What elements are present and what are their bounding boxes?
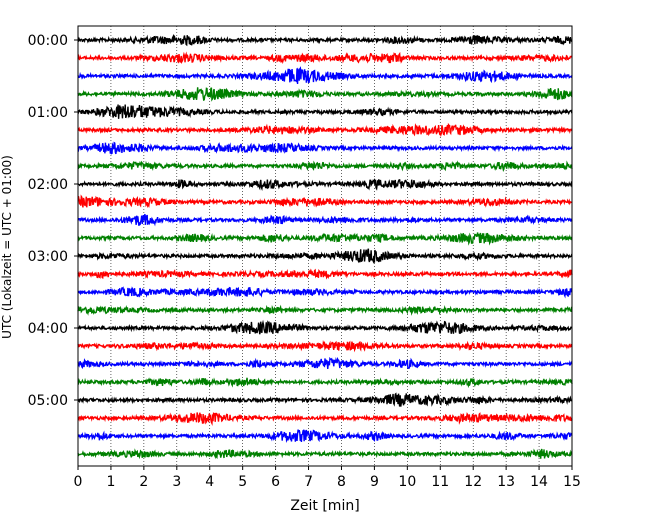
trace-0100 — [77, 104, 573, 119]
y-tick-label: 04:00 — [28, 321, 68, 337]
x-tick-label: 0 — [74, 474, 83, 490]
x-axis-label: Zeit [min] — [290, 498, 359, 514]
x-tick-label: 6 — [271, 474, 280, 490]
trace-0015 — [77, 51, 573, 65]
x-tick-label: 11 — [431, 474, 449, 490]
x-tick-label: 10 — [398, 474, 416, 490]
x-tick-label: 13 — [497, 474, 515, 490]
x-tick-label: 14 — [530, 474, 548, 490]
trace-0500 — [77, 392, 573, 407]
trace-group — [77, 34, 573, 460]
trace-0230 — [77, 213, 573, 227]
trace-0315 — [77, 268, 573, 280]
plot-frame — [77, 25, 573, 467]
trace-0245 — [77, 232, 573, 246]
y-tick-label: 02:00 — [28, 177, 68, 193]
trace-0330 — [77, 286, 573, 299]
x-tick-label: 15 — [563, 474, 581, 490]
x-tick-label: 4 — [205, 474, 214, 490]
y-tick-label: 01:00 — [28, 105, 68, 121]
trace-0445 — [77, 377, 573, 389]
trace-0130 — [77, 141, 573, 155]
y-axis-ticks: 00:00 01:00 02:00 03:00 04:00 05:00 — [28, 33, 78, 409]
trace-0030 — [77, 66, 573, 85]
grid-lines — [110, 26, 540, 466]
x-tick-label: 1 — [106, 474, 115, 490]
x-tick-label: 5 — [238, 474, 247, 490]
y-axis-label: UTC (Lokalzeit = UTC + 01:00) — [0, 155, 14, 339]
trace-0145 — [77, 160, 573, 172]
x-tick-label: 3 — [172, 474, 181, 490]
trace-0400 — [77, 319, 573, 335]
trace-0415 — [77, 339, 573, 353]
trace-0545 — [77, 448, 573, 460]
trace-0200 — [77, 178, 573, 192]
trace-0045 — [77, 87, 573, 102]
trace-0215 — [77, 194, 573, 209]
y-tick-label: 05:00 — [28, 393, 68, 409]
y-tick-label: 03:00 — [28, 249, 68, 265]
x-axis-ticks: 0 1 2 3 4 5 6 7 8 9 10 11 12 13 14 15 — [74, 466, 581, 490]
trace-0000 — [77, 34, 573, 47]
trace-0115 — [77, 122, 573, 138]
x-tick-label: 12 — [464, 474, 482, 490]
x-tick-label: 8 — [337, 474, 346, 490]
y-tick-label: 00:00 — [28, 33, 68, 49]
x-tick-label: 9 — [370, 474, 379, 490]
x-tick-label: 2 — [139, 474, 148, 490]
trace-0300 — [77, 248, 573, 264]
trace-0530 — [77, 429, 573, 444]
x-tick-label: 7 — [304, 474, 313, 490]
trace-0345 — [77, 304, 573, 316]
trace-0515 — [77, 412, 573, 426]
trace-0430 — [77, 356, 573, 370]
